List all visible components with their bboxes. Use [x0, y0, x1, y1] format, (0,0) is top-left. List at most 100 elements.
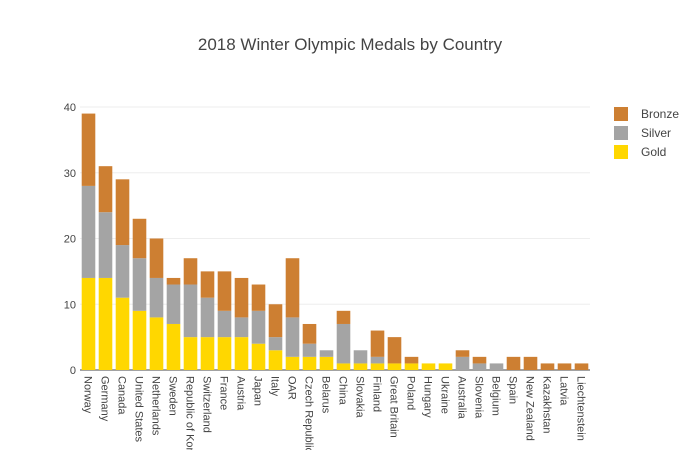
- x-tick-label: Norway: [82, 376, 94, 414]
- bar-bronze: [149, 238, 164, 278]
- x-tick-label: Netherlands: [150, 376, 162, 436]
- bar-silver: [132, 258, 147, 311]
- bar-bronze: [404, 356, 419, 364]
- bar-bronze: [557, 363, 572, 370]
- bar-bronze: [98, 166, 113, 213]
- bar-bronze: [251, 284, 266, 311]
- x-tick-label: Japan: [252, 376, 264, 406]
- x-tick-label: China: [337, 376, 349, 406]
- x-tick-label: Czech Republic: [303, 376, 315, 450]
- bar-bronze: [166, 277, 181, 285]
- bar-gold: [251, 343, 266, 370]
- bar-gold: [370, 363, 385, 370]
- bar-gold: [200, 337, 215, 370]
- bar-silver: [336, 323, 351, 364]
- legend-label-bronze: Bronze: [641, 107, 679, 121]
- x-tick-label: Finland: [371, 376, 383, 412]
- bar-silver: [98, 212, 113, 278]
- bar-gold: [98, 277, 113, 370]
- x-tick-label: United States: [133, 376, 145, 443]
- x-tick-label: Slovenia: [473, 376, 485, 419]
- bar-bronze: [387, 337, 402, 364]
- bar-gold: [217, 337, 232, 370]
- bar-bronze: [574, 363, 589, 370]
- bar-silver: [251, 310, 266, 344]
- bar-gold: [132, 310, 147, 370]
- bar-bronze: [217, 271, 232, 311]
- bar-gold: [421, 363, 436, 370]
- bar-bronze: [132, 218, 147, 259]
- bar-bronze: [506, 356, 521, 370]
- bar-bronze: [183, 258, 198, 285]
- x-tick-label: Great Britain: [388, 376, 400, 438]
- bar-gold: [336, 363, 351, 370]
- bar-gold: [166, 323, 181, 370]
- bar-silver: [285, 317, 300, 357]
- bar-bronze: [370, 330, 385, 357]
- x-tick-label: Spain: [507, 376, 519, 404]
- bar-silver: [319, 350, 334, 357]
- x-tick-label: Slovakia: [354, 376, 366, 418]
- y-tick-label: 10: [64, 299, 76, 311]
- bar-silver: [200, 297, 215, 338]
- bar-bronze: [540, 363, 555, 370]
- bar-bronze: [302, 323, 317, 344]
- x-tick-label: Sweden: [167, 376, 179, 416]
- bar-gold: [302, 356, 317, 370]
- bar-silver: [489, 363, 504, 370]
- bar-gold: [353, 363, 368, 370]
- gridlines: [80, 106, 590, 371]
- bar-gold: [387, 363, 402, 370]
- bar-silver: [353, 350, 368, 364]
- bar-gold: [404, 363, 419, 370]
- x-tick-label: Latvia: [558, 376, 570, 406]
- bar-bronze: [234, 277, 249, 318]
- y-tick-label: 40: [64, 102, 76, 114]
- bar-gold: [319, 356, 334, 370]
- bar-gold: [268, 350, 283, 370]
- bar-bronze: [81, 113, 96, 186]
- bars-layer: [81, 113, 589, 370]
- x-tick-label: Hungary: [422, 376, 434, 418]
- bar-silver: [183, 284, 198, 338]
- bar-silver: [81, 185, 96, 278]
- x-tick-label: New Zealand: [524, 376, 536, 441]
- legend: Bronze Silver Gold: [614, 107, 679, 159]
- legend-label-gold: Gold: [641, 145, 666, 159]
- bar-silver: [455, 356, 470, 370]
- x-tick-label: Belgium: [490, 376, 502, 416]
- x-tick-label: Italy: [269, 376, 281, 397]
- bar-bronze: [336, 310, 351, 324]
- x-tick-label: Germany: [99, 376, 111, 422]
- bar-gold: [183, 337, 198, 370]
- x-tick-label: Liechtenstein: [575, 376, 587, 441]
- legend-swatch-bronze: [614, 107, 628, 121]
- y-tick-label: 0: [70, 365, 76, 377]
- y-axis-ticks: 0 10 20 30 40: [64, 102, 76, 377]
- x-tick-label: Poland: [405, 376, 417, 410]
- x-tick-label: Republic of Korea: [184, 376, 196, 450]
- bar-bronze: [268, 304, 283, 338]
- bar-silver: [302, 343, 317, 357]
- x-tick-label: Belarus: [320, 376, 332, 414]
- bar-bronze: [523, 356, 538, 370]
- bar-silver: [370, 356, 385, 364]
- legend-swatch-gold: [614, 145, 628, 159]
- legend-swatch-silver: [614, 126, 628, 140]
- bar-silver: [234, 317, 249, 338]
- bar-silver: [149, 277, 164, 318]
- legend-label-silver: Silver: [641, 126, 671, 140]
- x-tick-label: Kazakhstan: [541, 376, 553, 433]
- bar-silver: [115, 245, 130, 298]
- bar-gold: [81, 277, 96, 370]
- bar-silver: [166, 284, 181, 324]
- bar-gold: [438, 363, 453, 370]
- x-tick-label: Switzerland: [201, 376, 213, 433]
- bar-gold: [234, 337, 249, 370]
- bar-silver: [217, 310, 232, 338]
- bar-bronze: [455, 350, 470, 357]
- bar-gold: [149, 317, 164, 370]
- x-tick-label: OAR: [286, 376, 298, 400]
- bar-silver: [268, 337, 283, 351]
